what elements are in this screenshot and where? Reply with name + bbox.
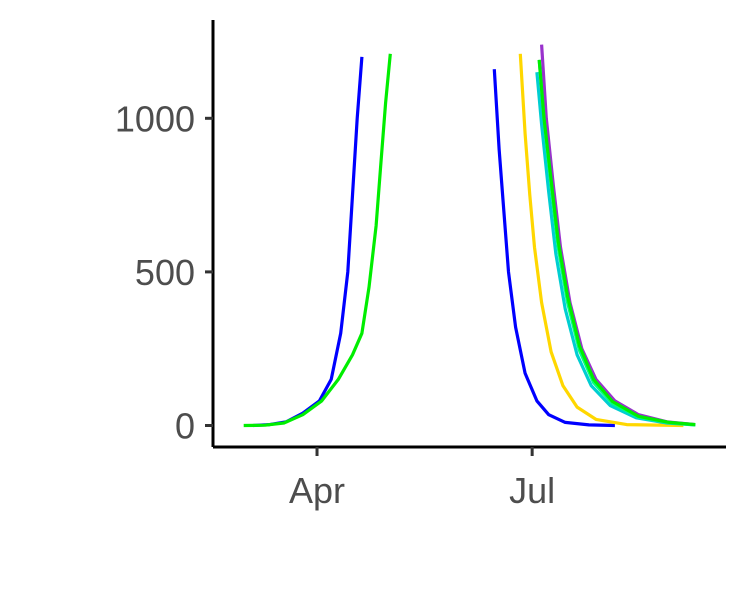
x-tick-label: Jul bbox=[509, 470, 555, 511]
series-line-1-segment-2 bbox=[492, 69, 615, 428]
series-line-2-segment-1 bbox=[518, 53, 684, 428]
x-axis-ticks: Apr Jul bbox=[289, 447, 555, 511]
y-tick-label: 1000 bbox=[115, 98, 195, 139]
series-line-5-segment-1 bbox=[537, 59, 696, 427]
series-line-1-segment-1 bbox=[253, 56, 364, 428]
series-line-3-segment-1 bbox=[540, 44, 696, 427]
series-line-6-segment-1 bbox=[243, 53, 392, 428]
series-line-6-segment-2 bbox=[537, 59, 696, 427]
y-tick-label: 500 bbox=[135, 252, 195, 293]
x-tick-label: Apr bbox=[289, 470, 345, 511]
y-tick-label: 0 bbox=[175, 405, 195, 446]
y-axis-ticks: 0 500 1000 bbox=[115, 98, 213, 446]
series-layer bbox=[243, 44, 696, 428]
